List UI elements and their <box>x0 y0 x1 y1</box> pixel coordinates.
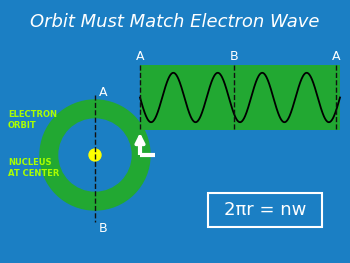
Text: A: A <box>136 50 144 63</box>
Text: A: A <box>99 85 107 99</box>
Circle shape <box>89 149 101 161</box>
Text: 2πr = nw: 2πr = nw <box>224 201 306 219</box>
Text: B: B <box>99 221 107 235</box>
Circle shape <box>59 119 131 191</box>
Text: ELECTRON
ORBIT: ELECTRON ORBIT <box>8 110 57 130</box>
Bar <box>140 65 340 130</box>
Text: Orbit Must Match Electron Wave: Orbit Must Match Electron Wave <box>30 13 320 31</box>
Text: NUCLEUS
AT CENTER: NUCLEUS AT CENTER <box>8 158 60 178</box>
Text: B: B <box>230 50 238 63</box>
Circle shape <box>40 100 150 210</box>
Text: A: A <box>332 50 340 63</box>
FancyBboxPatch shape <box>208 193 322 227</box>
